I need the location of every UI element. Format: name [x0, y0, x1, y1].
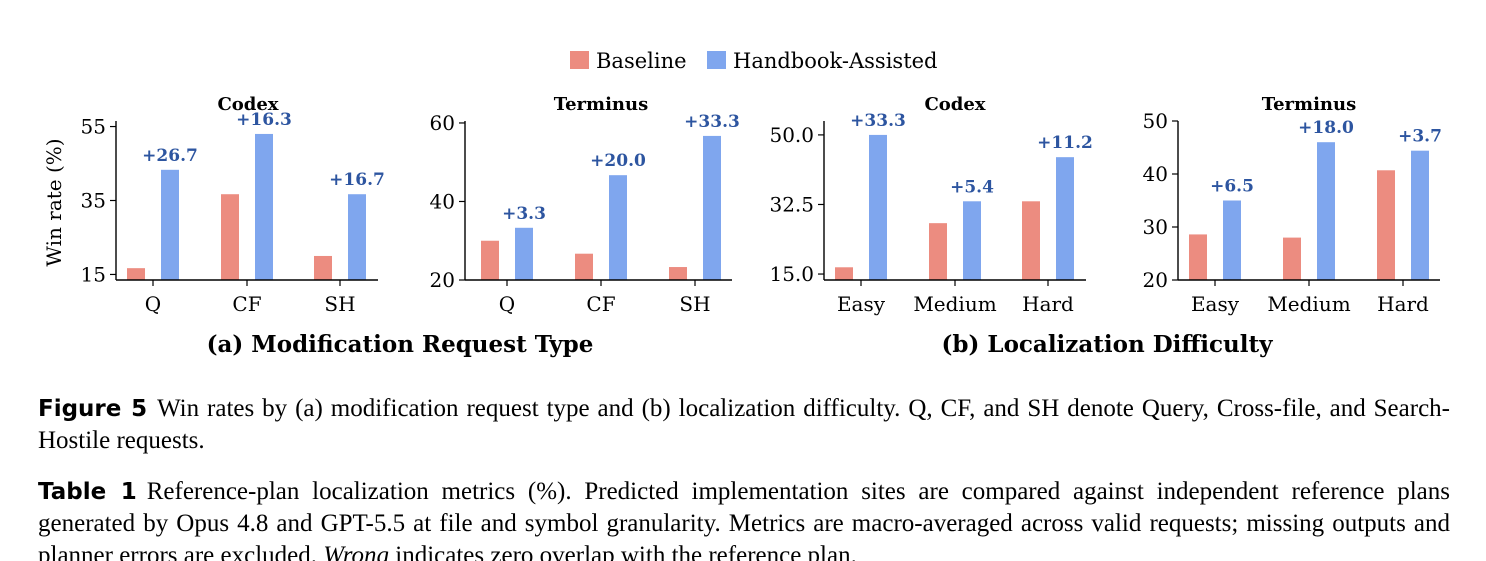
bar-annotation: +3.7 [1398, 127, 1442, 147]
bar-baseline-2 [1377, 170, 1395, 280]
figure-caption: Figure 5 Win rates by (a) modification re… [38, 393, 1450, 457]
x-tick-label: Q [145, 292, 161, 316]
x-tick-label: Easy [837, 292, 886, 316]
bar-handbook-2 [1411, 150, 1429, 280]
chart-1: Terminus +3.3 +20.0 +33.3 20 40 60 Q CF SH [430, 94, 740, 316]
charts: Codex +26.7 +16.3 +16.7 15 35 55 Q CF SH Win rate … [42, 94, 1442, 316]
y-tick-label: 35 [81, 189, 106, 213]
chart-3: Terminus +6.5 +18.0 +3.7 20 30 40 50 Easy Medium H… [1143, 94, 1442, 316]
x-tick-label: Medium [913, 292, 996, 316]
chart-title: Terminus [554, 94, 648, 115]
chart-0: Codex +26.7 +16.3 +16.7 15 35 55 Q CF SH Win rate … [42, 94, 385, 316]
bar-handbook-2 [348, 194, 366, 280]
chart-title: Codex [217, 94, 278, 115]
figure-5: Baseline Handbook-Assisted Codex +26.7 +16.… [42, 49, 1442, 358]
table-caption: Table 1 Reference-plan localization metri… [38, 476, 1450, 561]
bar-annotation: +18.0 [1298, 118, 1354, 138]
bar-annotation: +6.5 [1210, 177, 1254, 197]
bar-handbook-0 [161, 169, 179, 280]
bar-handbook-1 [609, 175, 627, 280]
bar-annotation: +16.7 [329, 170, 385, 190]
x-tick-label: SH [679, 292, 710, 316]
table-caption-text-after: indicates zero overlap with the referenc… [395, 542, 857, 561]
y-tick-label: 20 [1143, 268, 1168, 292]
table-caption-emph: Wrong [323, 542, 390, 561]
x-tick-label: Hard [1022, 292, 1074, 316]
bar-handbook-0 [1223, 200, 1241, 280]
bar-annotation: +33.3 [850, 111, 906, 131]
y-tick-label: 15.0 [769, 262, 814, 286]
chart-title: Codex [924, 94, 985, 115]
bar-handbook-1 [1317, 142, 1335, 280]
figure-caption-label: Figure 5 [38, 396, 148, 422]
chart-title: Terminus [1262, 94, 1356, 115]
panel-title-a: (a) Modification Request Type [207, 331, 594, 358]
y-tick-label: 50.0 [769, 123, 814, 147]
bar-handbook-1 [255, 133, 273, 280]
bar-annotation: +11.2 [1037, 133, 1093, 153]
bar-baseline-2 [314, 255, 332, 280]
bar-baseline-0 [127, 268, 145, 280]
bar-baseline-2 [1022, 201, 1040, 280]
bar-handbook-0 [515, 227, 533, 280]
x-tick-label: Q [499, 292, 515, 316]
bar-handbook-1 [963, 201, 981, 280]
bar-baseline-0 [481, 240, 499, 280]
bar-handbook-0 [869, 134, 887, 280]
y-tick-label: 50 [1143, 109, 1168, 133]
bar-annotation: +33.3 [684, 112, 740, 132]
bar-handbook-2 [1056, 157, 1074, 280]
bar-annotation: +20.0 [590, 151, 646, 171]
x-tick-label: Hard [1377, 292, 1429, 316]
legend-swatch-1 [707, 51, 726, 69]
bar-annotation: +16.3 [236, 110, 292, 130]
table-caption-text: Reference-plan localization metrics (%).… [38, 478, 1450, 561]
y-axis-label: Win rate (%) [42, 138, 66, 266]
bar-annotation: +26.7 [142, 146, 198, 166]
x-tick-label: Medium [1267, 292, 1350, 316]
y-tick-label: 40 [1143, 162, 1168, 186]
figure-caption-text: Win rates by (a) modification request ty… [38, 395, 1450, 454]
legend-swatch-0 [570, 51, 589, 69]
x-tick-label: Easy [1191, 292, 1240, 316]
chart-2: Codex +33.3 +5.4 +11.2 15.0 32.5 50.0 Easy Mediu… [769, 94, 1092, 316]
bar-baseline-1 [221, 194, 239, 280]
y-tick-label: 40 [430, 189, 455, 213]
x-tick-label: SH [324, 292, 355, 316]
y-tick-label: 60 [430, 111, 455, 135]
table-caption-label: Table 1 [38, 479, 137, 505]
legend-label-1: Handbook-Assisted [733, 49, 938, 73]
bar-annotation: +3.3 [502, 204, 546, 224]
y-tick-label: 15 [81, 262, 106, 286]
bar-baseline-1 [929, 223, 947, 280]
y-tick-label: 20 [430, 268, 455, 292]
bar-baseline-0 [835, 267, 853, 280]
bar-baseline-2 [669, 267, 687, 280]
legend-label-0: Baseline [596, 49, 687, 73]
bar-baseline-1 [575, 253, 593, 280]
bar-baseline-0 [1189, 234, 1207, 280]
panel-title-b: (b) Localization Difficulty [942, 331, 1274, 358]
x-tick-label: CF [232, 292, 261, 316]
y-tick-label: 32.5 [769, 192, 814, 216]
y-tick-label: 55 [81, 115, 106, 139]
y-tick-label: 30 [1143, 215, 1168, 239]
bar-baseline-1 [1283, 237, 1301, 280]
bar-annotation: +5.4 [950, 177, 994, 197]
legend: Baseline Handbook-Assisted [570, 49, 938, 73]
bar-handbook-2 [703, 135, 721, 280]
x-tick-label: CF [586, 292, 615, 316]
